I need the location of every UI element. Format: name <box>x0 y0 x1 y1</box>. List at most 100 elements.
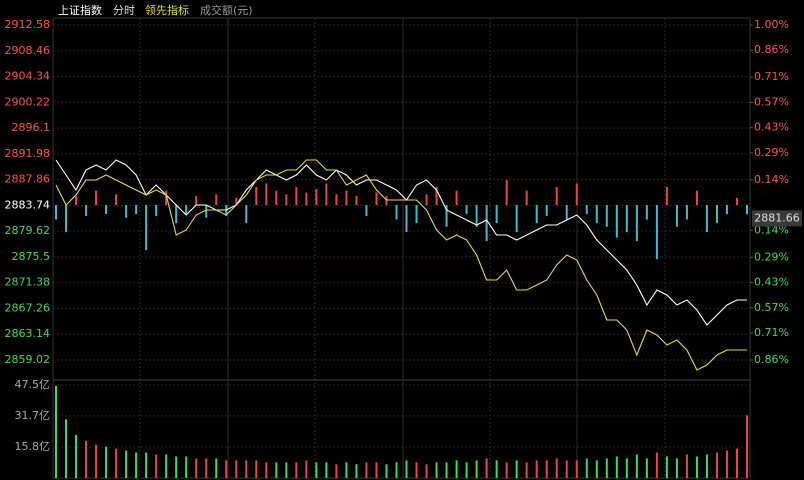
volume-bar <box>95 444 98 478</box>
volume-bar <box>725 450 728 478</box>
volume-bar <box>735 448 738 478</box>
ratio-bar <box>505 179 508 206</box>
volume-bar <box>615 456 618 478</box>
ratio-bar <box>315 188 318 206</box>
ratio-bar <box>295 187 298 206</box>
volume-bar <box>495 460 498 478</box>
ratio-bar <box>105 205 108 215</box>
volume-bar <box>515 460 518 478</box>
ratio-bar <box>605 205 608 227</box>
volume-bar <box>485 458 488 478</box>
volume-bar <box>275 462 278 478</box>
volume-bar <box>425 464 428 478</box>
ratio-bar <box>165 190 168 206</box>
volume-bar <box>465 462 468 478</box>
y2-tick-label: 0.29% <box>754 146 789 159</box>
volume-label: 成交额(元) <box>200 3 253 17</box>
ratio-bar <box>135 205 138 215</box>
volume-bar <box>715 452 718 478</box>
volume-bar <box>265 462 268 478</box>
volume-bar <box>245 460 248 478</box>
volume-bar <box>645 458 648 478</box>
ratio-bar <box>475 205 478 227</box>
volume-bar <box>605 458 608 478</box>
volume-bar <box>575 460 578 478</box>
ratio-bar <box>185 205 188 215</box>
ratio-bar <box>635 205 638 242</box>
volume-bar <box>335 464 338 478</box>
y-tick-label: 2904.34 <box>5 70 51 83</box>
volume-bar <box>105 446 108 478</box>
ratio-bar <box>705 205 708 233</box>
volume-bar <box>85 440 88 478</box>
volume-bar <box>305 460 308 478</box>
volume-bar <box>155 454 158 478</box>
volume-bar <box>115 448 118 478</box>
volume-bar <box>75 434 78 478</box>
y2-tick-label: 1.00% <box>754 18 789 31</box>
volume-bar <box>255 460 258 478</box>
y-tick-label: 2912.58 <box>5 18 51 31</box>
ratio-bar <box>565 205 568 220</box>
volume-bar <box>215 458 218 478</box>
ratio-bar <box>465 205 468 215</box>
ratio-bar <box>725 205 728 215</box>
ratio-bar <box>215 194 218 206</box>
ratio-bar <box>285 194 288 206</box>
ratio-bar <box>515 205 518 233</box>
volume-bar <box>565 460 568 478</box>
volume-bar <box>395 462 398 478</box>
ratio-bar <box>675 205 678 227</box>
volume-bar <box>585 458 588 478</box>
ratio-bar <box>585 205 588 215</box>
y2-tick-label: 0.71% <box>754 326 789 339</box>
y-tick-label: 2883.74 <box>5 198 51 211</box>
ratio-bar <box>145 205 148 251</box>
ratio-bar <box>735 197 738 206</box>
y-tick-label: 2871.38 <box>5 276 51 289</box>
volume-bar <box>525 462 528 478</box>
ratio-bar <box>425 194 428 206</box>
y-tick-label: 2875.5 <box>12 250 51 263</box>
volume-bar <box>65 419 68 478</box>
y2-tick-label: 0.71% <box>754 70 789 83</box>
volume-bar <box>205 458 208 478</box>
ratio-bar <box>125 205 128 218</box>
ratio-bar <box>455 190 458 206</box>
y2-tick-label: 0.43% <box>754 121 789 134</box>
volume-bar <box>695 456 698 478</box>
ratio-bar <box>695 190 698 206</box>
ratio-bar <box>746 205 748 215</box>
ratio-bar <box>155 205 158 216</box>
ratio-bar <box>75 196 78 206</box>
volume-bar <box>746 415 748 478</box>
y2-tick-label: 0.57% <box>754 301 789 314</box>
ratio-bar <box>535 205 538 224</box>
ratio-bar <box>345 190 348 206</box>
ratio-bar <box>435 187 438 206</box>
ratio-bar <box>445 205 448 227</box>
ratio-bar <box>525 190 528 206</box>
ratio-bar <box>275 190 278 206</box>
ratio-bar <box>655 205 658 260</box>
volume-bar <box>445 462 448 478</box>
ratio-bar <box>205 205 208 218</box>
frame <box>52 17 751 479</box>
ratio-bar <box>365 205 368 216</box>
volume-bar <box>225 460 228 478</box>
y-tick-label: 47.5亿 <box>15 378 51 391</box>
ratio-bar <box>575 183 578 206</box>
ratio-bar <box>395 205 398 220</box>
volume-bar <box>505 462 508 478</box>
mode-label[interactable]: 分时 <box>113 4 135 17</box>
volume-bar <box>475 460 478 478</box>
volume-bar <box>345 462 348 478</box>
ratio-bar <box>355 196 358 206</box>
y2-tick-label: 0.43% <box>754 276 789 289</box>
volume-bar <box>455 460 458 478</box>
volume-bar <box>675 458 678 478</box>
ratio-bar <box>195 196 198 206</box>
ratio-bar <box>375 192 378 206</box>
